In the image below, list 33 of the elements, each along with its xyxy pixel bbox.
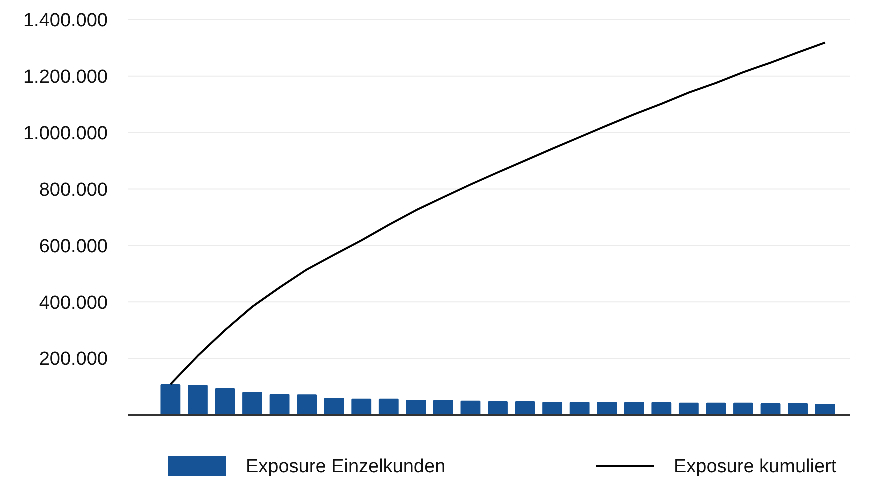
bar xyxy=(652,402,672,415)
bar xyxy=(678,402,699,415)
bar xyxy=(215,388,236,415)
y-tick-label: 400.000 xyxy=(39,292,108,314)
bar xyxy=(160,384,181,415)
bar xyxy=(788,403,808,415)
bar xyxy=(352,398,372,415)
bar xyxy=(815,404,836,415)
y-tick-label: 600.000 xyxy=(39,236,108,258)
bar xyxy=(270,394,290,415)
bar xyxy=(188,385,208,415)
legend-label: Exposure Einzelkunden xyxy=(246,456,446,478)
bar xyxy=(433,400,454,415)
y-tick-label: 1.400.000 xyxy=(23,10,108,32)
y-tick-label: 1.000.000 xyxy=(23,124,108,145)
bar xyxy=(542,402,563,415)
line-series xyxy=(170,42,826,386)
y-tick-label: 1.200.000 xyxy=(23,67,108,88)
bar xyxy=(242,392,262,415)
bar xyxy=(406,400,426,415)
bar xyxy=(515,401,536,415)
bar xyxy=(460,400,481,415)
bar xyxy=(734,402,754,415)
bar xyxy=(570,402,590,415)
y-tick-label: 200.000 xyxy=(39,349,108,370)
bar xyxy=(324,398,344,415)
y-tick-label: 800.000 xyxy=(39,180,108,201)
bar xyxy=(378,398,399,415)
bar xyxy=(597,402,618,415)
bar xyxy=(297,394,318,415)
legend-label: Exposure kumuliert xyxy=(674,456,838,478)
bar xyxy=(624,402,644,415)
bar xyxy=(488,401,508,415)
